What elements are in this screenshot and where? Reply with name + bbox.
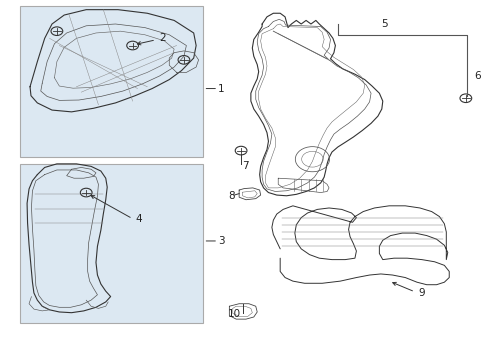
Text: 3: 3 — [218, 236, 225, 246]
Text: 2: 2 — [159, 33, 166, 43]
Text: 8: 8 — [228, 191, 235, 201]
Text: 7: 7 — [243, 161, 249, 171]
Text: 9: 9 — [418, 288, 425, 298]
Bar — [20, 6, 203, 157]
Text: 1: 1 — [218, 84, 225, 94]
Bar — [20, 164, 203, 323]
Text: 5: 5 — [381, 19, 388, 29]
Text: 4: 4 — [135, 215, 142, 224]
Text: 10: 10 — [228, 310, 241, 319]
Text: 6: 6 — [475, 71, 481, 81]
